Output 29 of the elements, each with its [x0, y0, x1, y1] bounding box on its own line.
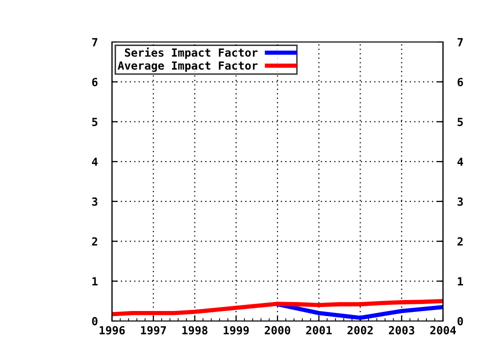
line-series — [112, 298, 443, 316]
y2-tick-label: 4 — [457, 158, 464, 166]
y-tick-label: 3 — [92, 197, 98, 206]
x-tick-label: 1997 — [141, 326, 166, 335]
y-tick-label: 0 — [92, 316, 98, 326]
y2-tick-label: 0 — [458, 316, 463, 326]
y2-tick-label: 7 — [458, 38, 463, 46]
x-tick-label: 1999 — [224, 326, 249, 335]
x-tick-label: 2001 — [306, 326, 332, 334]
line-series — [275, 302, 443, 320]
y-tick-label: 5 — [92, 118, 98, 126]
legend-label: Series Impact Factor — [124, 48, 258, 59]
y2-tick-label: 5 — [458, 118, 463, 126]
x-tick-label: 2002 — [347, 326, 373, 334]
x-tick-label: 1996 — [100, 326, 125, 335]
y2-tick-label: 3 — [458, 197, 463, 206]
y2-tick-label: 2 — [458, 237, 463, 246]
x-tick-label: 1998 — [182, 326, 208, 335]
y-tick-label: 2 — [92, 237, 98, 246]
x-tick-label: 2004 — [430, 326, 456, 334]
y-tick-label: 1 — [92, 277, 98, 286]
x-tick-label: 2003 — [388, 326, 414, 334]
legend-label: Average Impact Factor — [118, 61, 258, 72]
y-tick-label: 4 — [92, 158, 98, 166]
y2-tick-label: 6 — [458, 78, 463, 86]
x-tick-label: 2000 — [264, 326, 290, 334]
y-tick-label: 7 — [92, 38, 98, 46]
y-tick-label: 6 — [92, 78, 98, 86]
y2-tick-label: 1 — [458, 277, 464, 286]
